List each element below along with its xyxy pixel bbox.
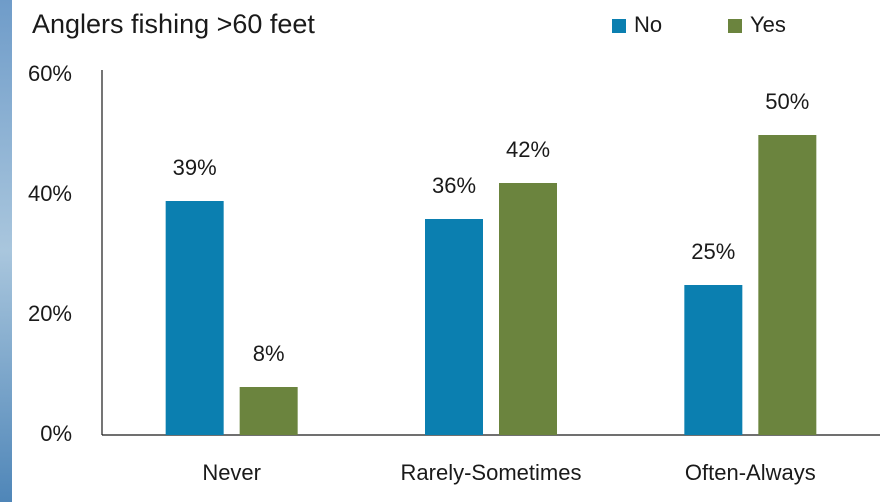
x-tick-label: Often-Always	[685, 460, 816, 485]
y-tick-label: 60%	[28, 61, 72, 86]
value-label: 39%	[173, 155, 217, 180]
bar	[758, 135, 817, 435]
value-label: 36%	[432, 173, 476, 198]
legend-swatch	[612, 19, 626, 33]
legend-swatch	[728, 19, 742, 33]
chart-title: Anglers fishing >60 feet	[32, 9, 315, 39]
decor-strip	[0, 0, 12, 502]
value-label: 50%	[765, 89, 809, 114]
y-tick-label: 0%	[40, 421, 72, 446]
bar	[684, 285, 743, 435]
value-label: 8%	[253, 341, 285, 366]
y-tick-label: 20%	[28, 301, 72, 326]
bar	[499, 183, 557, 435]
legend-label: Yes	[750, 12, 786, 37]
x-tick-label: Never	[202, 460, 261, 485]
x-tick-label: Rarely-Sometimes	[401, 460, 582, 485]
bar	[239, 387, 298, 435]
bar	[165, 201, 224, 435]
y-tick-label: 40%	[28, 181, 72, 206]
legend-label: No	[634, 12, 662, 37]
value-label: 25%	[691, 239, 735, 264]
bar	[425, 219, 483, 435]
value-label: 42%	[506, 137, 550, 162]
